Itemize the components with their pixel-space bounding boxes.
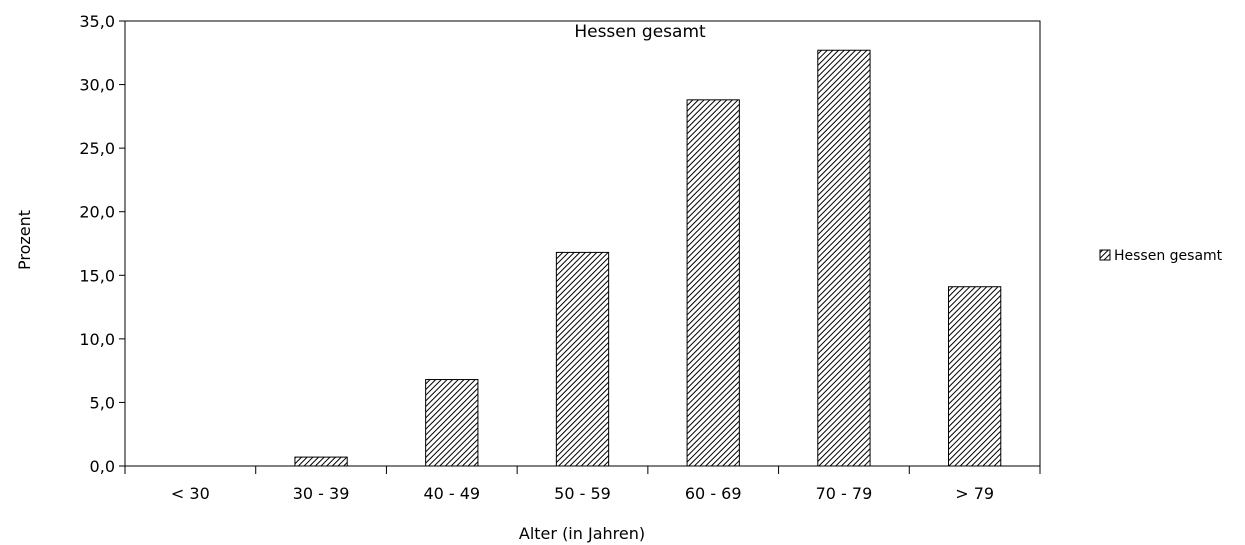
bar bbox=[686, 99, 740, 467]
y-tick-label: 25,0 bbox=[79, 139, 115, 158]
y-axis-title: Prozent bbox=[15, 210, 34, 270]
x-tick-label: 30 - 39 bbox=[293, 484, 350, 503]
y-tick-label: 10,0 bbox=[79, 330, 115, 349]
y-tick-label: 35,0 bbox=[79, 12, 115, 31]
x-tick-label: > 79 bbox=[955, 484, 994, 503]
x-tick-label: < 30 bbox=[171, 484, 210, 503]
legend-label: Hessen gesamt bbox=[1114, 248, 1223, 264]
y-tick-label: 15,0 bbox=[79, 266, 115, 285]
legend: Hessen gesamt bbox=[1099, 248, 1223, 264]
bars bbox=[294, 49, 1002, 467]
y-axis: 0,0 5,0 10,0 15,0 20,0 25,0 30,0 35,0 bbox=[79, 12, 125, 476]
bar bbox=[555, 251, 610, 467]
x-axis: < 30 30 - 39 40 - 49 50 - 59 60 - 69 70 - 79 >… bbox=[124, 466, 1041, 503]
legend-swatch bbox=[1099, 249, 1111, 261]
chart-title: Hessen gesamt bbox=[574, 22, 706, 42]
bar bbox=[817, 49, 871, 467]
y-tick-label: 30,0 bbox=[79, 76, 115, 95]
bar bbox=[294, 456, 348, 467]
x-tick-label: 60 - 69 bbox=[685, 484, 742, 503]
x-axis-title: Alter (in Jahren) bbox=[519, 524, 645, 543]
bar bbox=[948, 286, 1002, 467]
y-tick-label: 5,0 bbox=[90, 393, 115, 412]
x-tick-label: 40 - 49 bbox=[423, 484, 480, 503]
x-tick-label: 50 - 59 bbox=[554, 484, 611, 503]
y-tick-label: 0,0 bbox=[90, 457, 115, 476]
x-tick-label: 70 - 79 bbox=[816, 484, 873, 503]
y-tick-label: 20,0 bbox=[79, 203, 115, 222]
bar bbox=[425, 379, 479, 467]
